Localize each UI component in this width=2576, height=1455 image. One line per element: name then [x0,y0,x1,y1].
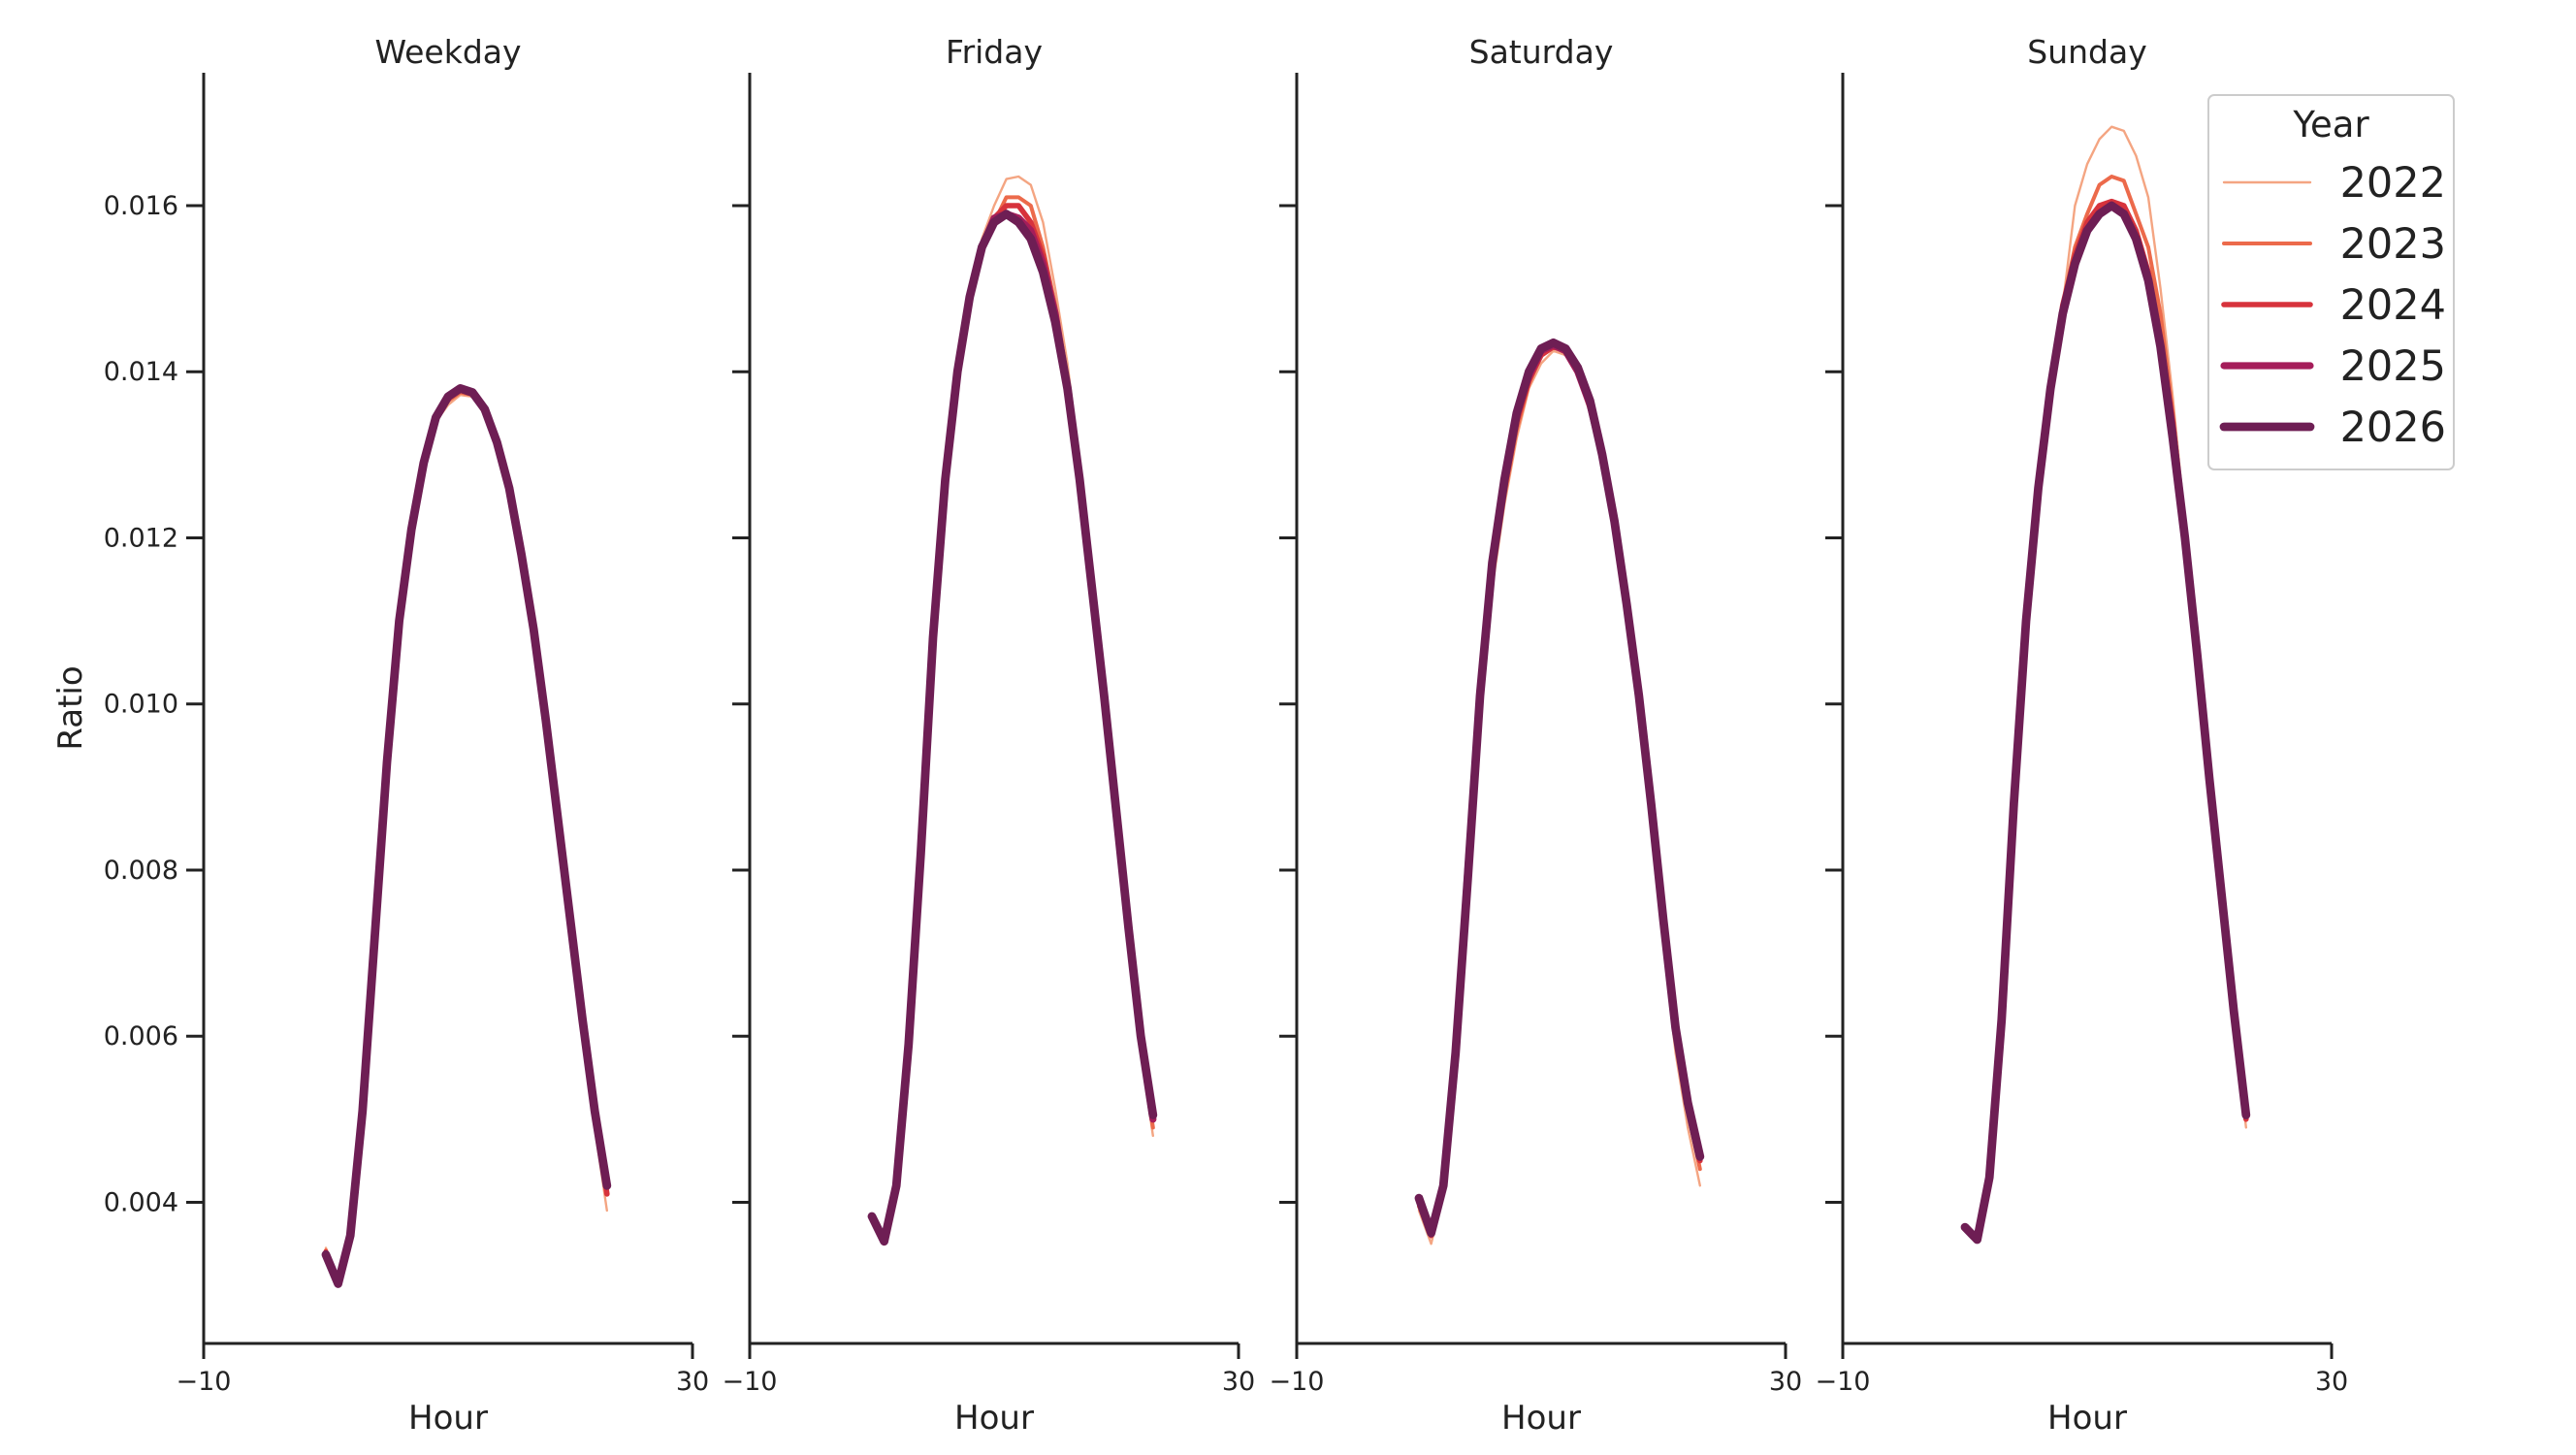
x-axis-label: Hour [1501,1399,1581,1438]
legend: Year 2022 2023 2024 2025 2026 [2207,94,2455,470]
x-tick-label: −10 [177,1367,232,1397]
y-tick-label: 0.014 [104,357,178,387]
x-tick-label: 30 [1769,1367,1802,1397]
panel-friday: Friday −10 30 Hour [723,33,1256,1438]
x-tick-label: −10 [723,1367,778,1397]
series-line-2023 [1417,344,1702,1238]
x-axis-label: Hour [2047,1399,2127,1438]
legend-label: 2024 [2340,281,2446,330]
legend-title: Year [2292,104,2369,146]
legend-label: 2025 [2340,342,2446,391]
y-tick-label: 0.008 [104,856,178,886]
panel-title: Weekday [374,33,521,71]
series-line-2026 [867,210,1158,1246]
legend-frame [2207,94,2455,470]
y-tick-label: 0.012 [104,523,178,553]
y-axis-label: Ratio [51,665,90,750]
y-tick-label: 0.016 [104,191,178,221]
y-tick-label: 0.006 [104,1021,178,1051]
series-line-2025 [322,384,611,1287]
panel-title: Sunday [2027,33,2146,71]
x-tick-label: −10 [1816,1367,1871,1397]
legend-label: 2023 [2340,220,2446,269]
y-tick-label: 0.010 [104,690,178,720]
series-line-2022 [1417,349,1701,1245]
series-line-2023 [324,390,609,1284]
panel-title: Saturday [1469,33,1614,71]
series-line-2022 [870,175,1154,1245]
series-line-2022 [324,394,608,1282]
panel-weekday: Weekday 0.004 0.006 0.008 0.010 0.012 0.014 0.0… [104,33,709,1438]
series-line-2024 [323,387,610,1286]
legend-label: 2026 [2340,404,2446,452]
legend-label: 2022 [2340,159,2446,208]
x-tick-label: 30 [1222,1367,1255,1397]
panel-sunday: Sunday −10 30 Hour [1816,33,2349,1438]
x-tick-label: 30 [676,1367,709,1397]
x-axis-label: Hour [408,1399,488,1438]
y-tick-label: 0.004 [104,1187,178,1217]
series-line-2025 [1415,341,1704,1238]
x-tick-label: −10 [1270,1367,1325,1397]
series-line-2024 [1416,343,1703,1239]
series-line-2026 [1414,338,1705,1238]
series-line-2026 [1960,201,2251,1245]
panel-title: Friday [946,33,1043,71]
x-tick-label: 30 [2315,1367,2348,1397]
series-line-2026 [321,384,612,1288]
panel-saturday: Saturday −10 30 Hour [1270,33,1803,1438]
x-axis-label: Hour [954,1399,1034,1438]
